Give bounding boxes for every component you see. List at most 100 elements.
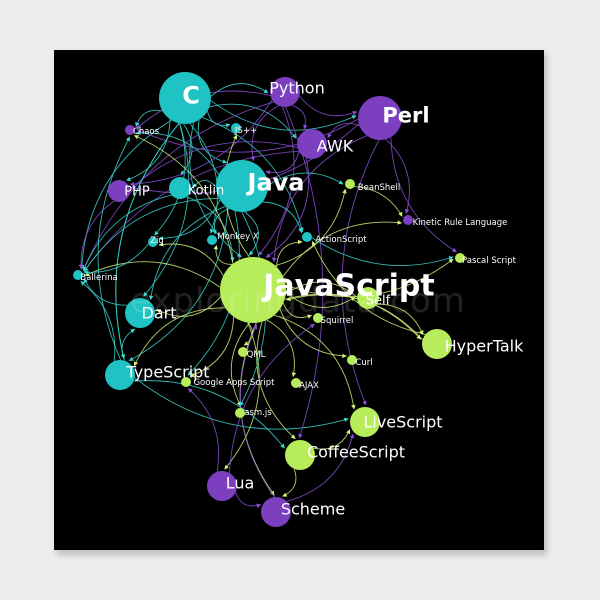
- edge-java-to-zig: [158, 199, 221, 241]
- edge-java-to-dart: [148, 205, 226, 301]
- node-pascalscript: [455, 253, 465, 263]
- label-layer: C Python Perl AWK Chaos JS++ PHP Kotlin Java Bean…: [80, 79, 524, 519]
- node-actionscript: [302, 232, 312, 242]
- node-squirrel: [313, 313, 323, 323]
- node-label-squirrel: Squirrel: [321, 316, 354, 326]
- edge-c-to-awk: [209, 103, 297, 139]
- edge-coffeescript-to-scheme: [282, 468, 297, 497]
- edge-perl-to-livescript: [341, 139, 380, 406]
- node-kotlin: [169, 177, 191, 199]
- node-java: [216, 160, 268, 212]
- edge-kotlin-to-ballerina: [82, 194, 172, 271]
- edge-javascript-to-squirrel: [282, 302, 313, 319]
- node-label-jspp: JS++: [234, 126, 257, 136]
- node-label-actionscript: ActionScript: [315, 235, 367, 245]
- edge-perl-to-kinetic: [385, 138, 410, 214]
- node-jspp: [231, 123, 241, 133]
- node-label-monkeyx: Monkey X: [217, 232, 259, 242]
- edge-awk-to-javascript: [265, 157, 310, 258]
- edge-javascript-to-lua: [224, 322, 260, 470]
- edge-java-to-typescript: [128, 207, 229, 362]
- node-label-perl: Perl: [382, 103, 429, 127]
- edge-java-to-ballerina: [83, 197, 220, 273]
- edge-javascript-to-zig: [158, 242, 224, 276]
- node-label-kinetic: Kinetic Rule Language: [413, 218, 508, 228]
- edge-c-to-kotlin: [180, 123, 193, 176]
- node-asmjs: [235, 408, 245, 418]
- edge-javascript-to-actionscript: [276, 239, 303, 267]
- node-self: [357, 287, 379, 309]
- edge-self-to-javascript: [287, 281, 358, 298]
- edge-awk-to-java: [265, 151, 300, 175]
- edge-javascript-to-googleapps: [189, 316, 235, 378]
- edge-javascript-to-coffeescript: [256, 321, 296, 440]
- edge-javascript-to-kinetic: [282, 220, 403, 277]
- node-curl: [347, 355, 357, 365]
- node-php: [108, 180, 130, 202]
- edge-c-to-typescript: [115, 123, 180, 359]
- edge-javascript-to-ballerina: [84, 261, 221, 288]
- edge-python-to-perl: [299, 95, 358, 117]
- edge-java-to-javascript: [244, 211, 259, 256]
- node-beanshell: [345, 179, 355, 189]
- node-label-curl: Curl: [355, 358, 372, 368]
- edge-c-to-perl: [210, 100, 357, 131]
- edge-typescript-to-dart: [121, 328, 136, 361]
- edge-c-to-javascript: [189, 122, 242, 258]
- node-label-typescript: TypeScript: [125, 363, 209, 382]
- edge-python-to-awk: [291, 104, 308, 130]
- edge-lua-to-googleapps: [187, 388, 220, 472]
- node-label-hypertalk: HyperTalk: [445, 337, 524, 356]
- node-label-pascalscript: Pascal Script: [462, 256, 517, 266]
- node-label-zig: Zig: [150, 236, 164, 246]
- edge-c-to-java: [197, 119, 228, 164]
- node-kinetic: [403, 215, 413, 225]
- edge-javascript-to-typescript: [133, 307, 226, 367]
- edge-c-to-python: [210, 83, 269, 97]
- node-ajax: [291, 378, 301, 388]
- node-awk: [297, 129, 327, 159]
- node-label-ajax: AJAX: [299, 381, 319, 391]
- node-label-scheme: Scheme: [281, 500, 345, 519]
- node-javascript: [220, 257, 286, 323]
- node-label-beanshell: BeanShell: [358, 183, 400, 193]
- edge-typescript-to-chaos: [97, 136, 131, 361]
- node-label-asmjs: asm.js: [244, 408, 272, 418]
- node-label-dart: Dart: [142, 304, 177, 323]
- edge-awk-to-php: [131, 141, 298, 189]
- edge-self-to-hypertalk: [377, 303, 424, 336]
- node-typescript: [105, 360, 135, 390]
- edge-typescript-to-livescript: [134, 377, 349, 430]
- node-scheme: [261, 497, 291, 527]
- node-livescript: [350, 407, 380, 437]
- node-label-python: Python: [269, 79, 324, 98]
- edge-javascript-to-monkeyx: [213, 244, 233, 265]
- node-label-ballerina: Ballerina: [80, 273, 117, 283]
- edge-coffeescript-to-livescript: [313, 429, 351, 450]
- node-perl: [358, 96, 402, 140]
- edge-hypertalk-to-actionscript: [311, 240, 426, 335]
- edge-javascript-to-livescript: [274, 314, 356, 410]
- node-label-java: Java: [246, 168, 305, 196]
- edge-actionscript-to-pascalscript: [311, 237, 454, 266]
- node-label-livescript: LiveScript: [363, 413, 442, 432]
- edge-php-to-ballerina: [78, 200, 115, 270]
- edge-java-to-monkeyx: [212, 208, 230, 235]
- edge-lua-to-squirrel: [228, 323, 315, 474]
- node-lua: [207, 471, 237, 501]
- node-label-php: PHP: [124, 185, 150, 200]
- edge-python-to-java: [250, 105, 280, 161]
- node-label-qml: QML: [247, 350, 266, 360]
- edge-java-to-chaos: [135, 130, 220, 175]
- node-c: [159, 72, 211, 124]
- edge-javascript-to-self: [285, 291, 356, 308]
- node-googleapps: [181, 377, 191, 387]
- edge-c-to-actionscript: [202, 117, 304, 233]
- node-label-chaos: Chaos: [133, 127, 160, 137]
- node-label-coffeescript: CoffeeScript: [307, 443, 405, 462]
- edge-c-to-dart: [143, 123, 190, 297]
- edge-beanshell-to-kinetic: [354, 186, 403, 217]
- node-label-c: C: [182, 81, 200, 109]
- edge-typescript-to-ballerina: [80, 281, 116, 362]
